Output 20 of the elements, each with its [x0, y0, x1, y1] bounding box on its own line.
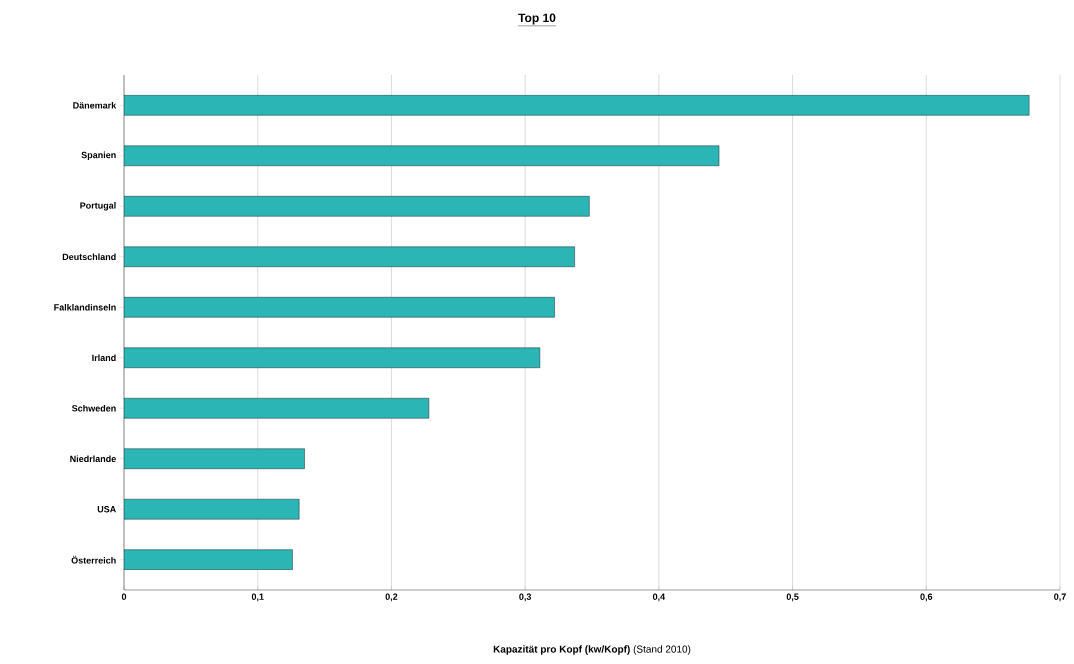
x-tick-label: 0,4 [652, 593, 666, 602]
y-tick-label: Portugal [80, 202, 116, 211]
x-tick-label: 0,5 [786, 593, 799, 602]
x-tick-label: 0,3 [519, 593, 532, 602]
y-tick-label: Dänemark [73, 101, 117, 109]
y-tick-label: Spanien [81, 151, 116, 160]
y-tick-label: USA [97, 506, 116, 513]
y-tick-label: Niedrlande [70, 455, 116, 463]
x-tick-label: 0,1 [251, 593, 264, 602]
y-tick-label: Österreich [71, 555, 116, 564]
x-tick-label: 0,2 [385, 593, 398, 602]
chart-title: Top 10 [518, 13, 556, 25]
x-axis-title: Kapazität pro Kopf (kw/Kopf) (Stand 2010) [493, 645, 691, 655]
y-tick-label: Falklandinseln [54, 303, 116, 311]
x-tick-label: 0 [121, 593, 127, 600]
y-tick-label: Schweden [71, 404, 116, 412]
x-tick-label: 0,7 [1054, 593, 1066, 602]
y-tick-label: Irland [92, 354, 116, 362]
y-tick-label: Deutschland [62, 253, 116, 261]
x-tick-label: 0,6 [920, 593, 933, 602]
